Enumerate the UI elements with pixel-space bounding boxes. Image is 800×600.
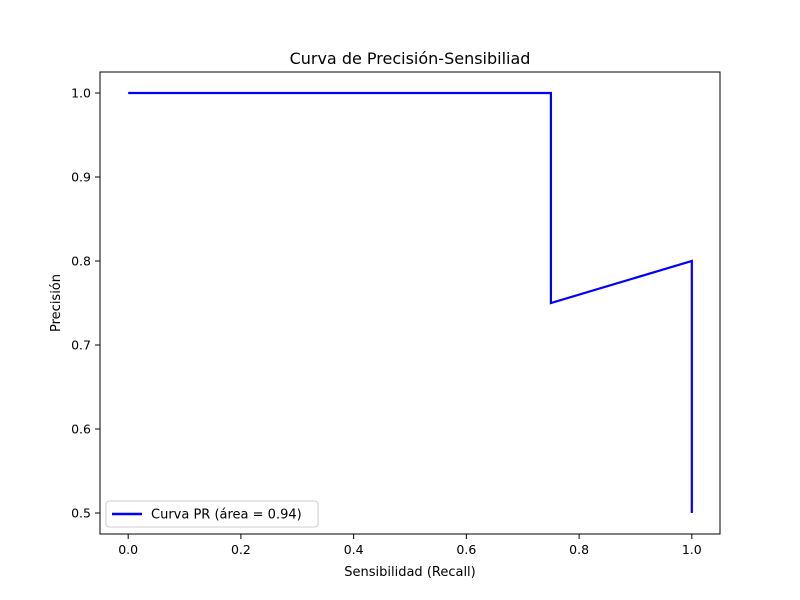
legend-entry-label: Curva PR (área = 0.94) — [151, 508, 302, 523]
chart-title: Curva de Precisión-Sensibiliad — [290, 49, 531, 68]
legend: Curva PR (área = 0.94) — [105, 500, 319, 528]
x-tick-label: 1.0 — [682, 542, 702, 557]
legend-box — [105, 500, 319, 528]
x-axis: 0.0 0.2 0.4 0.6 0.8 1.0 — [118, 534, 702, 557]
x-tick-label: 0.6 — [456, 542, 476, 557]
y-tick-label: 0.6 — [71, 422, 91, 437]
y-tick-label: 1.0 — [71, 86, 91, 101]
x-tick-label: 0.0 — [118, 542, 138, 557]
series-layer — [128, 91, 693, 513]
x-tick-label: 0.4 — [344, 542, 364, 557]
x-tick-label: 0.2 — [231, 542, 251, 557]
plot-area-frame — [99, 71, 721, 535]
y-axis-label: Precisión — [49, 274, 64, 332]
y-axis: 0.5 0.6 0.7 0.8 0.9 1.0 — [71, 86, 100, 521]
y-tick-label: 0.8 — [71, 254, 91, 269]
y-tick-label: 0.7 — [71, 338, 91, 353]
x-tick-label: 0.8 — [569, 542, 589, 557]
y-tick-label: 0.9 — [71, 170, 91, 185]
series-line-pr-curve — [128, 91, 693, 513]
y-tick-label: 0.5 — [71, 506, 91, 521]
x-axis-label: Sensibilidad (Recall) — [344, 565, 476, 580]
